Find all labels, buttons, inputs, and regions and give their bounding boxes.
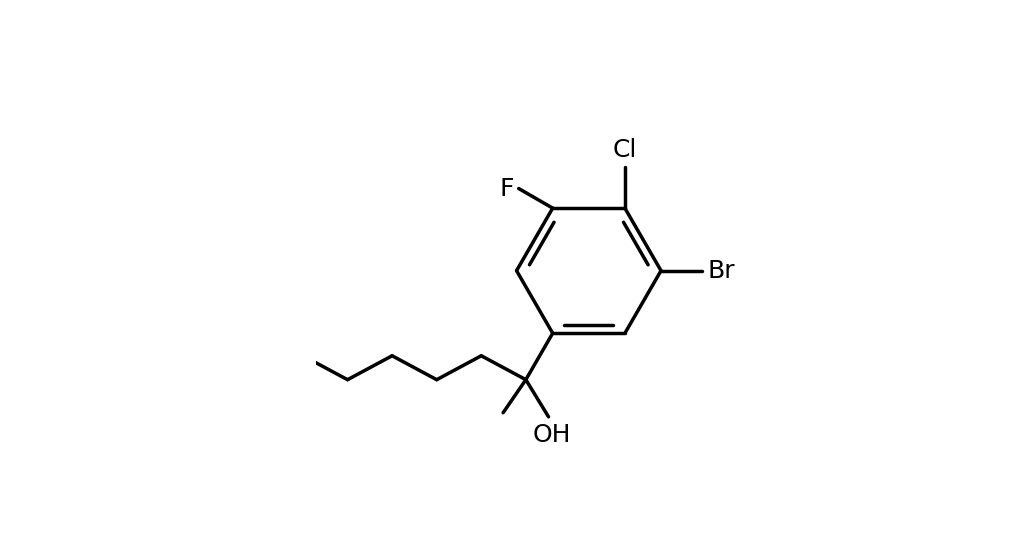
- Text: OH: OH: [532, 423, 571, 447]
- Text: F: F: [498, 176, 514, 200]
- Text: Br: Br: [706, 259, 734, 282]
- Text: Cl: Cl: [612, 138, 637, 162]
